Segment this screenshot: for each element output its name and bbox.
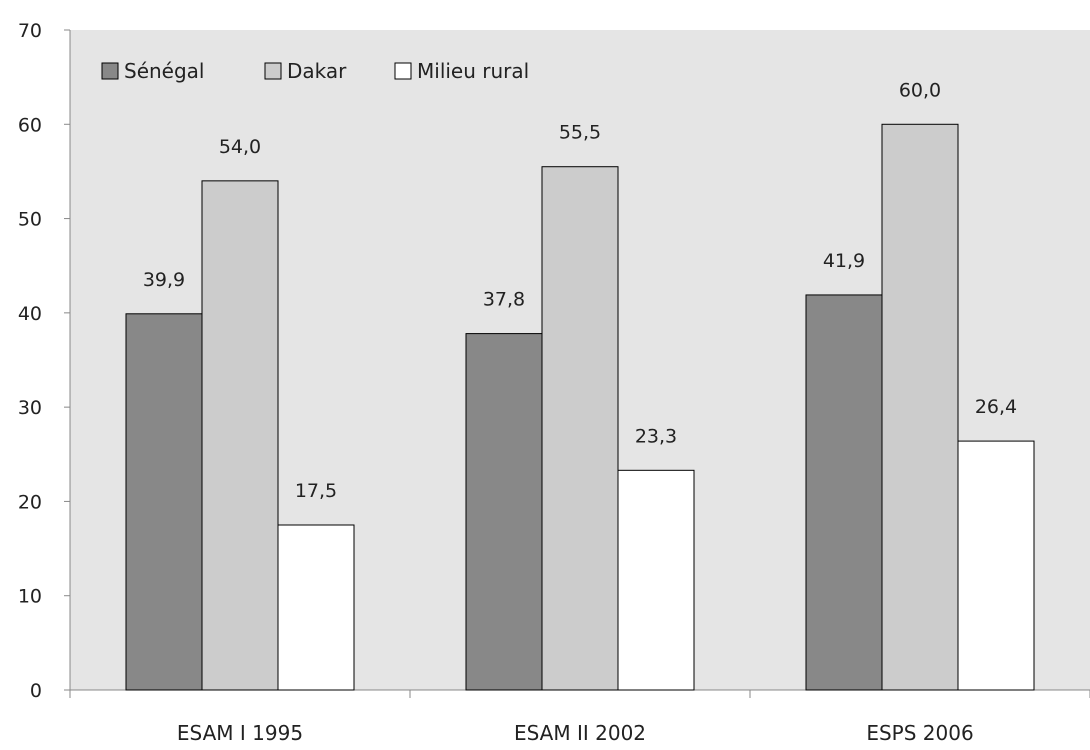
y-tick-label: 50	[18, 209, 42, 231]
legend-item-dakar-label: Dakar	[287, 59, 347, 83]
y-tick-label: 30	[18, 397, 42, 419]
data-label: 54,0	[219, 136, 261, 158]
y-tick-label: 40	[18, 303, 42, 325]
x-tick-label: ESAM II 2002	[514, 721, 646, 745]
bar-senegal	[125, 313, 203, 691]
x-axis: ESAM I 1995 ESAM II 2002 ESPS 2006	[69, 689, 1090, 745]
legend: Sénégal Dakar Milieu rural	[101, 59, 529, 83]
data-label: 17,5	[295, 480, 337, 502]
bar-milieu-rural	[957, 440, 1035, 691]
bar-series-group: 39,9 54,0 17,5 37,8 55,5 23,3 41,9 60,0 26,4	[125, 79, 1035, 691]
y-tick-label: 60	[18, 114, 42, 136]
data-label: 39,9	[143, 269, 185, 291]
bar-dakar	[541, 166, 619, 691]
data-label: 23,3	[635, 425, 677, 447]
x-tick-label: ESPS 2006	[866, 721, 973, 745]
legend-item-senegal-label: Sénégal	[124, 59, 205, 83]
y-tick-label: 0	[30, 680, 42, 702]
bar-senegal	[805, 294, 883, 691]
data-label: 41,9	[823, 250, 865, 272]
legend-item-senegal-swatch	[101, 62, 119, 80]
bar-milieu-rural	[277, 524, 355, 691]
bar-dakar	[201, 180, 279, 691]
data-label: 37,8	[483, 289, 525, 311]
y-tick-label: 10	[18, 586, 42, 608]
bar-senegal	[465, 333, 543, 691]
y-tick-label: 20	[18, 491, 42, 513]
data-label: 26,4	[975, 396, 1017, 418]
bar-milieu-rural	[617, 469, 695, 691]
data-label: 60,0	[899, 79, 941, 101]
y-tick-label: 70	[18, 20, 42, 42]
data-label: 55,5	[559, 122, 601, 144]
legend-item-milieu-rural-label: Milieu rural	[417, 59, 529, 83]
bar-dakar	[881, 123, 959, 691]
legend-item-dakar-swatch	[264, 62, 282, 80]
legend-item-milieu-rural-swatch	[394, 62, 412, 80]
x-tick-label: ESAM I 1995	[177, 721, 303, 745]
y-axis: 0 10 20 30 40 50 60 70	[18, 20, 71, 702]
